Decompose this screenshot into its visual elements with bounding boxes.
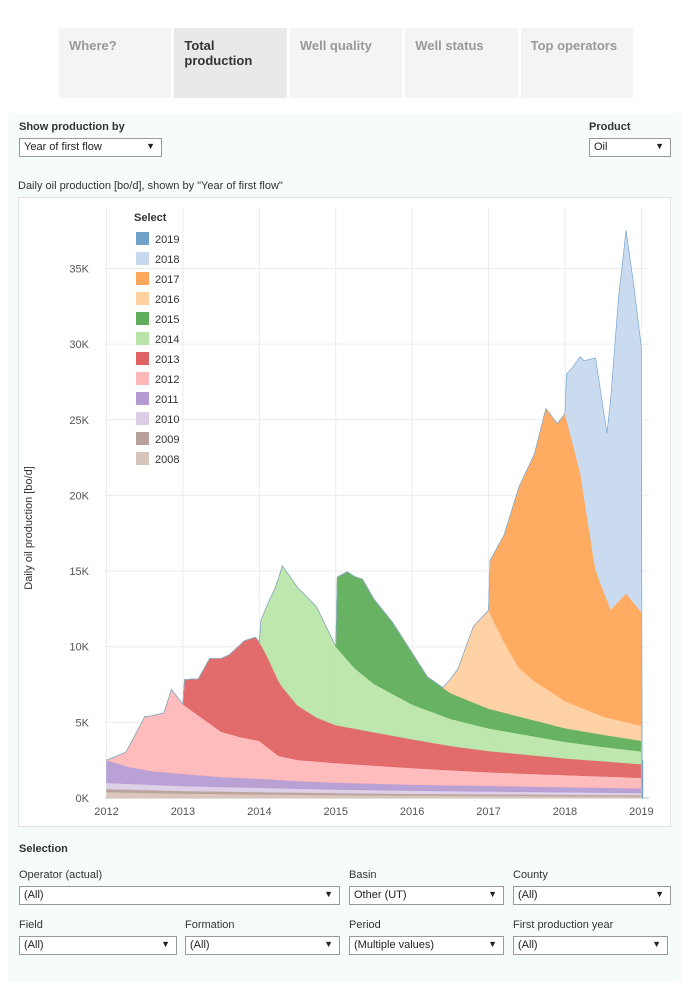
legend-label-2011: 2011 <box>155 394 179 406</box>
y-tick-label: 35K <box>69 264 89 276</box>
filter-field-dropdown[interactable]: (All) ▼ <box>19 936 177 955</box>
tab-top-operators[interactable]: Top operators <box>520 28 634 98</box>
chevron-down-icon: ▼ <box>324 939 333 949</box>
x-tick-label: 2018 <box>553 806 577 818</box>
x-tick-label: 2012 <box>94 806 118 818</box>
tab-well-quality[interactable]: Well quality <box>289 28 403 98</box>
y-tick-label: 30K <box>69 339 89 351</box>
legend-swatch-2008 <box>136 452 149 465</box>
filter-period-label: Period <box>349 919 381 931</box>
legend-swatch-2017 <box>136 272 149 285</box>
filter-basin-label: Basin <box>349 869 377 881</box>
legend-label-2012: 2012 <box>155 374 179 386</box>
legend-swatch-2013 <box>136 352 149 365</box>
chevron-down-icon: ▼ <box>652 939 661 949</box>
legend-label-2010: 2010 <box>155 414 179 426</box>
filter-county-value: (All) <box>518 889 538 901</box>
filter-operator-dropdown[interactable]: (All) ▼ <box>19 886 340 905</box>
filter-formation-label: Formation <box>185 919 235 931</box>
x-tick-label: 2019 <box>629 806 653 818</box>
chevron-down-icon: ▼ <box>146 141 155 151</box>
area-series-2019 <box>106 230 644 799</box>
legend-label-2014: 2014 <box>155 334 179 346</box>
product-dropdown[interactable]: Oil ▼ <box>589 138 671 157</box>
legend-swatch-2010 <box>136 412 149 425</box>
legend-swatch-2011 <box>136 392 149 405</box>
legend-label-2013: 2013 <box>155 354 179 366</box>
legend-swatch-2016 <box>136 292 149 305</box>
y-tick-label: 5K <box>76 717 90 729</box>
legend-label-2019: 2019 <box>155 234 179 246</box>
y-tick-label: 10K <box>69 642 89 654</box>
tab-well-status[interactable]: Well status <box>405 28 518 98</box>
y-axis: 0K 5K 10K 15K 20K 25K 30K 35K <box>69 264 89 805</box>
chart-title: Daily oil production [bo/d], shown by "Y… <box>18 180 283 192</box>
tab-total-production[interactable]: Total production <box>174 28 287 98</box>
show-by-dropdown[interactable]: Year of first flow ▼ <box>19 138 162 157</box>
chart-areas <box>105 230 644 799</box>
chevron-down-icon: ▼ <box>161 939 170 949</box>
y-axis-label: Daily oil production [bo/d] <box>23 466 35 590</box>
x-tick-label: 2017 <box>476 806 500 818</box>
product-value: Oil <box>594 141 608 153</box>
y-tick-label: 15K <box>69 566 89 578</box>
chevron-down-icon: ▼ <box>655 889 664 899</box>
show-by-label: Show production by <box>19 121 125 133</box>
x-tick-label: 2016 <box>400 806 424 818</box>
product-label: Product <box>589 121 631 133</box>
y-tick-label: 0K <box>76 793 90 805</box>
filter-field-label: Field <box>19 919 43 931</box>
selection-heading: Selection <box>19 843 68 855</box>
legend-label-2015: 2015 <box>155 314 179 326</box>
filter-field-value: (All) <box>24 939 44 951</box>
filter-operator-value: (All) <box>24 889 44 901</box>
x-tick-label: 2015 <box>323 806 347 818</box>
filter-first-year-dropdown[interactable]: (All) ▼ <box>513 936 668 955</box>
filter-county-dropdown[interactable]: (All) ▼ <box>513 886 671 905</box>
legend-label-2018: 2018 <box>155 254 179 266</box>
chart-legend: Select 2019 2018 2017 2016 2015 2014 2013 2012 20… <box>134 212 179 466</box>
chevron-down-icon: ▼ <box>324 889 333 899</box>
chevron-down-icon: ▼ <box>655 141 664 151</box>
filter-county-label: County <box>513 869 548 881</box>
filter-basin-value: Other (UT) <box>354 889 407 901</box>
chevron-down-icon: ▼ <box>488 939 497 949</box>
filter-first-year-value: (All) <box>518 939 538 951</box>
filter-first-year-label: First production year <box>513 919 614 931</box>
legend-label-2008: 2008 <box>155 454 179 466</box>
legend-title: Select <box>134 212 167 224</box>
y-tick-label: 25K <box>69 415 89 427</box>
filter-formation-dropdown[interactable]: (All) ▼ <box>185 936 340 955</box>
filter-period-value: (Multiple values) <box>354 939 435 951</box>
legend-swatch-2012 <box>136 372 149 385</box>
tab-where[interactable]: Where? <box>59 28 172 98</box>
legend-swatch-2019 <box>136 232 149 245</box>
filter-operator-label: Operator (actual) <box>19 869 103 881</box>
x-tick-label: 2014 <box>247 806 271 818</box>
x-tick-label: 2013 <box>171 806 195 818</box>
legend-swatch-2018 <box>136 252 149 265</box>
legend-swatch-2015 <box>136 312 149 325</box>
legend-swatch-2009 <box>136 432 149 445</box>
legend-label-2016: 2016 <box>155 294 179 306</box>
chart-container: 0K 5K 10K 15K 20K 25K 30K 35K 2012 2013 2014 2015 2… <box>18 197 671 827</box>
legend-label-2017: 2017 <box>155 274 179 286</box>
filter-formation-value: (All) <box>190 939 210 951</box>
filter-basin-dropdown[interactable]: Other (UT) ▼ <box>349 886 504 905</box>
filter-period-dropdown[interactable]: (Multiple values) ▼ <box>349 936 504 955</box>
tab-bar: Where? Total production Well quality Wel… <box>59 28 634 98</box>
legend-swatch-2014 <box>136 332 149 345</box>
x-axis: 2012 2013 2014 2015 2016 2017 2018 2019 <box>94 806 653 818</box>
chevron-down-icon: ▼ <box>488 889 497 899</box>
show-by-value: Year of first flow <box>24 141 102 153</box>
legend-label-2009: 2009 <box>155 434 179 446</box>
y-tick-label: 20K <box>69 490 89 502</box>
